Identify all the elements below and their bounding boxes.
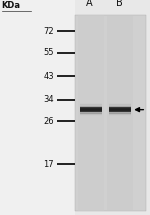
Bar [80,107,102,112]
Bar [109,107,131,109]
Bar [109,107,131,112]
Bar [80,111,102,112]
Bar [107,15,133,211]
Text: 43: 43 [43,72,54,81]
Text: 72: 72 [43,27,54,36]
Text: 26: 26 [43,117,54,126]
Bar [109,109,131,111]
Bar [80,113,102,115]
Bar [80,115,102,117]
Bar [80,106,102,108]
Bar [80,107,102,109]
Text: B: B [116,0,123,8]
Bar [80,103,102,105]
Bar [80,104,102,106]
Bar [80,108,102,110]
Bar [109,115,131,117]
Bar [80,114,102,116]
Bar [109,102,131,104]
Bar [109,104,131,106]
Text: 17: 17 [43,160,54,169]
Text: 34: 34 [43,95,54,104]
Bar [75,15,146,211]
Bar [109,103,131,105]
Text: A: A [86,0,93,8]
Bar [0,0,75,215]
Bar [80,102,102,104]
Bar [80,112,102,114]
Text: 55: 55 [44,48,54,57]
Bar [109,112,131,114]
Bar [78,15,104,211]
Bar [80,109,102,111]
Text: KDa: KDa [2,1,21,10]
Bar [109,111,131,112]
Bar [109,114,131,116]
Bar [109,108,131,110]
Bar [109,106,131,108]
Bar [109,113,131,115]
